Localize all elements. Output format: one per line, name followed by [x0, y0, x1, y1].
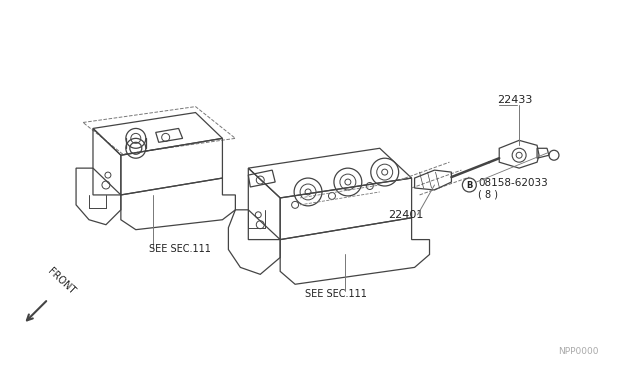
- Text: FRONT: FRONT: [45, 266, 76, 296]
- Text: 22433: 22433: [497, 94, 532, 105]
- Text: ( 8 ): ( 8 ): [478, 190, 499, 200]
- Text: SEE SEC.111: SEE SEC.111: [148, 244, 211, 254]
- Text: NPP0000: NPP0000: [558, 347, 599, 356]
- Text: SEE SEC.111: SEE SEC.111: [305, 289, 367, 299]
- Text: B: B: [466, 180, 472, 189]
- Text: 22401: 22401: [388, 210, 423, 220]
- Text: 08158-62033: 08158-62033: [478, 178, 548, 188]
